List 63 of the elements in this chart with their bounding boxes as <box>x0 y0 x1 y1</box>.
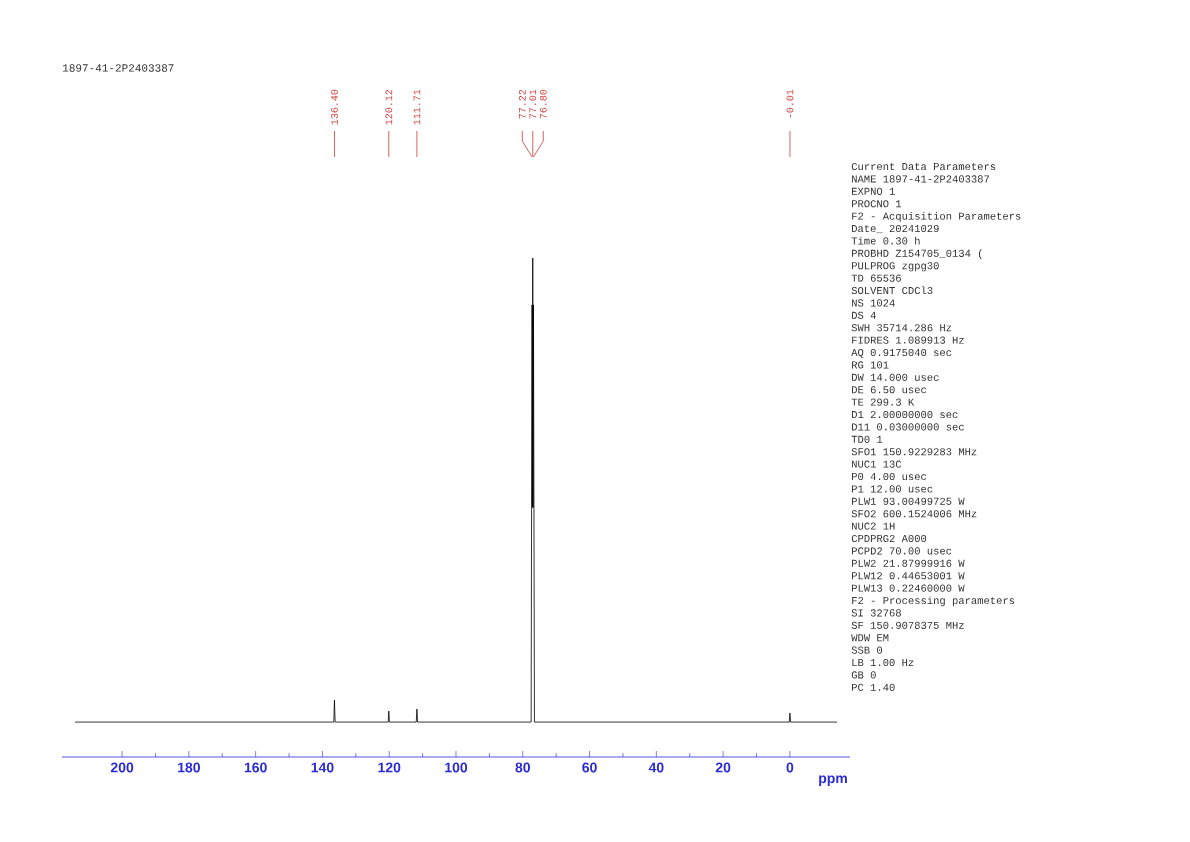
text: D11 0.03000000 sec <box>852 423 964 431</box>
text: SFO2 600.1524006 MHz <box>851 510 977 518</box>
text: TE 299.3 K <box>851 398 915 406</box>
x-tick-label: 60 <box>582 762 597 773</box>
text: PLW13 0.22460000 W <box>852 584 965 592</box>
text: TD 65536 <box>851 274 901 282</box>
x-tick-label: 200 <box>110 762 134 773</box>
text: Time 0.30 h <box>851 236 920 245</box>
text: PROBHD Z154705_0134 ( <box>852 249 982 259</box>
x-tick-label: 80 <box>515 762 530 773</box>
x-tick-label: 100 <box>445 762 468 773</box>
x-tick-label: 20 <box>715 762 731 773</box>
text: AQ 0.9175040 sec <box>851 348 952 358</box>
text: SF 150.9078375 MHz <box>851 621 964 629</box>
text: PLW12 0.44653001 W <box>852 572 965 580</box>
x-tick-label: 140 <box>311 762 334 773</box>
x-tick-label: 160 <box>244 762 267 773</box>
text: NUC1 13C <box>852 460 902 468</box>
text: NS 1024 <box>852 299 895 307</box>
text: LB 1.00 Hz <box>852 658 914 667</box>
text: PC 1.40 <box>852 683 895 691</box>
text: Current Data Parameters <box>851 162 996 171</box>
text: TD0 1 <box>851 435 883 443</box>
text: PLW2 21.87999916 W <box>852 559 965 567</box>
text: PLW1 93.00499725 W <box>852 497 965 505</box>
text: FIDRES 1.089913 Hz <box>852 336 964 344</box>
text: PROCNO 1 <box>852 200 902 208</box>
text: EXPNO 1 <box>852 187 895 195</box>
text: D1 2.00000000 sec <box>852 410 958 419</box>
annotation: 120.12 <box>385 89 393 125</box>
x-tick-label: 120 <box>378 762 401 773</box>
text: PULPROG zgpg30 <box>852 262 939 272</box>
text: GB 0 <box>851 671 876 679</box>
text: DW 14.000 usec <box>852 373 939 381</box>
text: P0 4.00 usec <box>852 472 927 481</box>
x-axis-title: ppm <box>819 775 847 786</box>
text: 76.80 <box>539 89 547 119</box>
text: NUC2 1H <box>852 522 895 530</box>
text: WDW EM <box>851 634 889 642</box>
text: SWH 35714.286 Hz <box>851 324 952 332</box>
text: SSB 0 <box>851 646 883 654</box>
text: NAME 1897-41-2P2403387 <box>852 175 989 183</box>
text: RG 101 <box>852 361 889 369</box>
text: DE 6.50 usec <box>852 386 927 394</box>
chart-title: 1897-41-2P2403387 <box>63 64 174 72</box>
text: SOLVENT CDCl3 <box>851 286 933 295</box>
annotation: 136.40 <box>331 89 338 125</box>
x-tick-label: 180 <box>178 762 200 773</box>
text: F2 - Acquisition Parameters <box>852 211 1021 222</box>
x-tick-label: 40 <box>648 762 664 773</box>
text: Date_ 20241029 <box>852 224 939 234</box>
text: F2 - Processing parameters <box>852 596 1015 607</box>
text: DS 4 <box>852 311 876 319</box>
x-tick-label: 0 <box>786 762 794 773</box>
text: CPDPRG2 A000 <box>851 534 927 543</box>
annotation: 111.71 <box>413 89 421 125</box>
text: SI 32768 <box>851 609 901 617</box>
text: -0.01 <box>786 89 794 118</box>
text: PCPD2 70.00 usec <box>852 547 952 555</box>
text: 77.01 <box>529 89 537 119</box>
text: 77.22 <box>518 89 526 119</box>
text: SFO1 150.9229283 MHz <box>851 448 977 456</box>
text: P1 12.00 usec <box>852 485 933 493</box>
